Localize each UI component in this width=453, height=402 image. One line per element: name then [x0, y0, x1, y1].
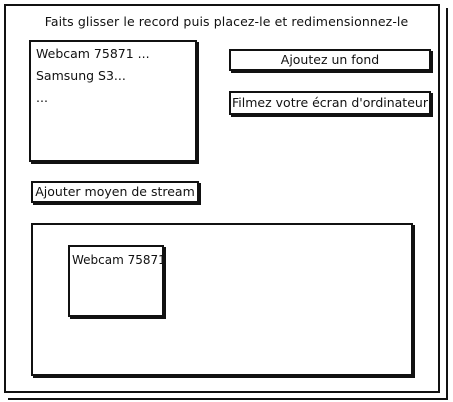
- placed-record[interactable]: Webcam 75871: [68, 245, 166, 317]
- add-stream-source-button[interactable]: Ajouter moyen de stream: [31, 181, 199, 203]
- placed-record-label: Webcam 75871: [72, 253, 166, 267]
- add-background-button[interactable]: Ajoutez un fond: [229, 49, 431, 71]
- source-item-more[interactable]: ...: [36, 90, 48, 105]
- preview-canvas[interactable]: Webcam 75871: [31, 223, 413, 376]
- record-screen-button[interactable]: Filmez votre écran d'ordinateur: [229, 91, 431, 115]
- instruction-text: Faits glisser le record puis placez-le e…: [44, 14, 409, 29]
- window-shadow: [8, 8, 448, 400]
- source-item-samsung[interactable]: Samsung S3...: [36, 68, 126, 83]
- source-list[interactable]: Webcam 75871 ... Samsung S3... ...: [29, 40, 197, 162]
- source-item-webcam[interactable]: Webcam 75871 ...: [36, 46, 150, 61]
